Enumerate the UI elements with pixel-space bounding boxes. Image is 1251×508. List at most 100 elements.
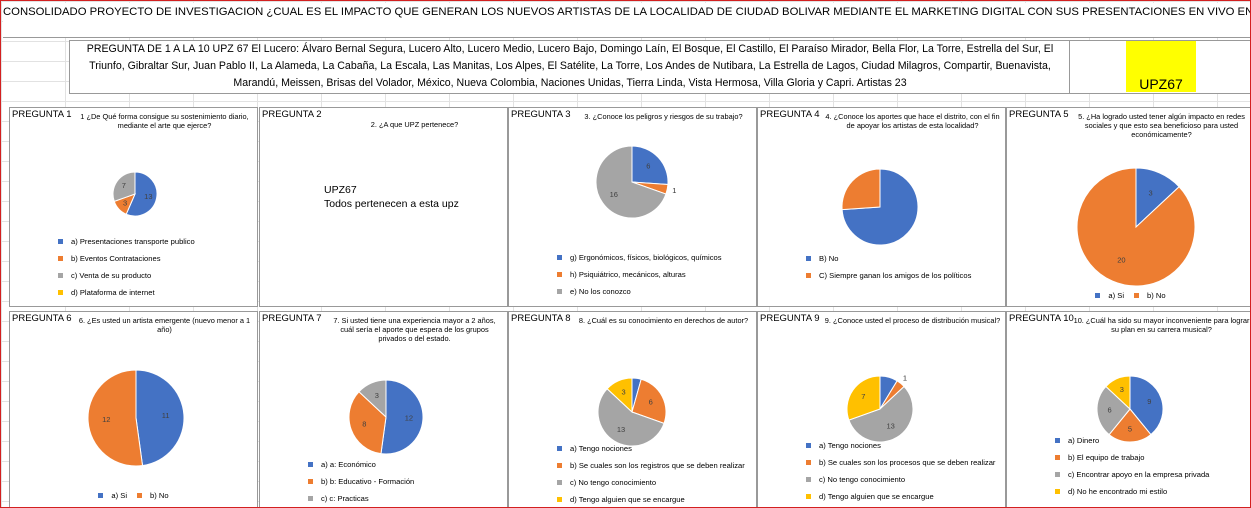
legend: a) a: Económico b) b: Educativo - Formaci… bbox=[308, 456, 414, 507]
legend-swatch bbox=[1055, 489, 1060, 494]
legend-label: b) El equipo de trabajo bbox=[1068, 453, 1145, 462]
panel: PREGUNTA 8 8. ¿Cuál es su conocimiento en… bbox=[508, 311, 757, 507]
data-label: 7 bbox=[122, 181, 126, 190]
legend-swatch bbox=[557, 289, 562, 294]
legend-label: d) No he encontrado mi estilo bbox=[1068, 487, 1168, 496]
legend-swatch bbox=[806, 494, 811, 499]
data-label: 9 bbox=[1147, 397, 1151, 406]
data-label: 1 bbox=[672, 186, 676, 195]
legend-swatch bbox=[1095, 293, 1101, 298]
chart bbox=[841, 168, 919, 246]
legend-swatch bbox=[557, 446, 562, 451]
legend-label: h) Psiquiátrico, mecánicos, alturas bbox=[570, 270, 686, 279]
legend-swatch bbox=[1134, 293, 1140, 298]
legend-swatch bbox=[806, 273, 811, 278]
legend-entry: B) No bbox=[806, 250, 971, 267]
pie-slice bbox=[1096, 385, 1131, 436]
panel: PREGUNTA 7 7. Si usted tiene una experien… bbox=[259, 311, 508, 507]
legend-entry: d) Plataforma de internet bbox=[58, 284, 195, 301]
legend-label: d) Plataforma de internet bbox=[71, 288, 155, 297]
question-label: PREGUNTA 4 bbox=[760, 109, 820, 120]
legend-swatch bbox=[557, 272, 562, 277]
pie-slice bbox=[135, 369, 185, 467]
legend-entry: h) Psiquiátrico, mecánicos, alturas bbox=[557, 266, 722, 283]
pie-slice bbox=[846, 375, 881, 421]
legend-entry: a) Presentaciones transporte publico bbox=[58, 233, 195, 250]
data-label: 6 bbox=[1108, 405, 1112, 414]
pie-slice bbox=[348, 391, 387, 455]
legend: a) Tengo nociones b) Se cuales son los pr… bbox=[806, 437, 995, 505]
legend-entry: c) c: Practicas bbox=[308, 490, 414, 507]
legend-entry: a) Si bbox=[98, 487, 127, 504]
chart: 12 8 3 bbox=[348, 379, 424, 455]
panel: PREGUNTA 4 4. ¿Conoce los aportes que hac… bbox=[757, 107, 1006, 307]
legend-label: c) No tengo conocimiento bbox=[819, 475, 906, 484]
panel: PREGUNTA 3 3. ¿Conoce los peligros y ries… bbox=[508, 107, 757, 307]
legend-swatch bbox=[806, 460, 811, 465]
pie-slice bbox=[87, 369, 144, 467]
legend-entry: e) No los conozco bbox=[557, 283, 722, 300]
legend-label: a) Presentaciones transporte publico bbox=[71, 237, 195, 246]
question-label: PREGUNTA 2 bbox=[262, 109, 322, 120]
legend-entry: b) b: Educativo - Formación bbox=[308, 473, 414, 490]
data-label: 7 bbox=[861, 392, 865, 401]
data-label: 16 bbox=[610, 190, 618, 199]
panel: PREGUNTA 9 9. ¿Conoce usted el proceso de… bbox=[757, 311, 1006, 507]
question-title: 5. ¿Ha logrado usted tener algún impacto… bbox=[1078, 112, 1245, 139]
question-title: 9. ¿Conoce usted el proceso de distribuc… bbox=[824, 316, 1001, 325]
pie-slice bbox=[358, 379, 387, 419]
legend-entry: d) No he encontrado mi estilo bbox=[1055, 483, 1209, 500]
legend-label: d) Tengo alguien que se encargue bbox=[819, 492, 934, 501]
legend-swatch bbox=[557, 463, 562, 468]
data-label: 20 bbox=[1117, 256, 1125, 265]
panel: PREGUNTA 6 6. ¿Es usted un artista emerge… bbox=[9, 311, 258, 507]
data-label: 8 bbox=[362, 420, 366, 429]
question-label: PREGUNTA 6 bbox=[12, 313, 72, 324]
data-label: 12 bbox=[405, 414, 413, 423]
data-label: 13 bbox=[144, 192, 152, 201]
legend-swatch bbox=[1055, 438, 1060, 443]
sheet-title: CONSOLIDADO PROYECTO DE INVESTIGACION ¿C… bbox=[3, 6, 1250, 18]
chart: 11 12 bbox=[87, 369, 185, 467]
panel: PREGUNTA 5 5. ¿Ha logrado usted tener alg… bbox=[1006, 107, 1250, 307]
legend-entry: g) Ergonómicos, físicos, biológicos, quí… bbox=[557, 249, 722, 266]
legend-label: c) Venta de su producto bbox=[71, 271, 152, 280]
data-label: 3 bbox=[123, 198, 127, 207]
legend-label: a) Si bbox=[111, 491, 128, 500]
data-label: 3 bbox=[1148, 188, 1152, 197]
legend-label: a) Tengo nociones bbox=[570, 444, 632, 453]
legend-entry: c) Venta de su producto bbox=[58, 267, 195, 284]
legend-label: g) Ergonómicos, físicos, biológicos, quí… bbox=[570, 253, 722, 262]
legend-swatch bbox=[137, 493, 143, 498]
chart: 6 13 3 bbox=[597, 377, 667, 447]
upz-highlight: UPZ67 bbox=[1126, 41, 1196, 92]
legend-entry: b) Se cuales son los procesos que se deb… bbox=[806, 454, 995, 471]
legend-swatch bbox=[58, 273, 63, 278]
data-label: 13 bbox=[886, 421, 894, 430]
legend-entry: a) Tengo nociones bbox=[557, 440, 745, 457]
question-label: PREGUNTA 9 bbox=[760, 313, 820, 324]
legend-swatch bbox=[308, 479, 313, 484]
legend: a) Dinero b) El equipo de trabajo c) Encon… bbox=[1055, 432, 1209, 500]
legend-label: a) a: Económico bbox=[321, 460, 376, 469]
question-title: 7. Si usted tiene una experiencia mayor … bbox=[333, 316, 496, 343]
legend-swatch bbox=[308, 462, 313, 467]
pie-slice bbox=[1108, 408, 1152, 443]
legend-entry: d) Tengo alguien que se encargue bbox=[806, 488, 995, 505]
legend-label: d) Tengo alguien que se encargue bbox=[570, 495, 685, 504]
legend-label: c) Encontrar apoyo en la empresa privada bbox=[1068, 470, 1210, 479]
legend-label: c) No tengo conocimiento bbox=[570, 478, 657, 487]
chart: 1 13 7 bbox=[846, 373, 914, 443]
pie-slice bbox=[841, 168, 881, 211]
legend-label: c) c: Practicas bbox=[321, 494, 369, 503]
pie-slice bbox=[606, 377, 633, 414]
question-label: PREGUNTA 8 bbox=[511, 313, 571, 324]
question-title: 10. ¿Cuál ha sido su mayor inconveniente… bbox=[1073, 316, 1250, 334]
data-label: 13 bbox=[617, 425, 625, 434]
pie-slice bbox=[1076, 167, 1196, 287]
question-label: PREGUNTA 5 bbox=[1009, 109, 1069, 120]
legend-label: a) Dinero bbox=[1068, 436, 1100, 445]
legend: g) Ergonómicos, físicos, biológicos, quí… bbox=[557, 249, 722, 300]
legend-swatch bbox=[1055, 455, 1060, 460]
legend-swatch bbox=[557, 497, 562, 502]
